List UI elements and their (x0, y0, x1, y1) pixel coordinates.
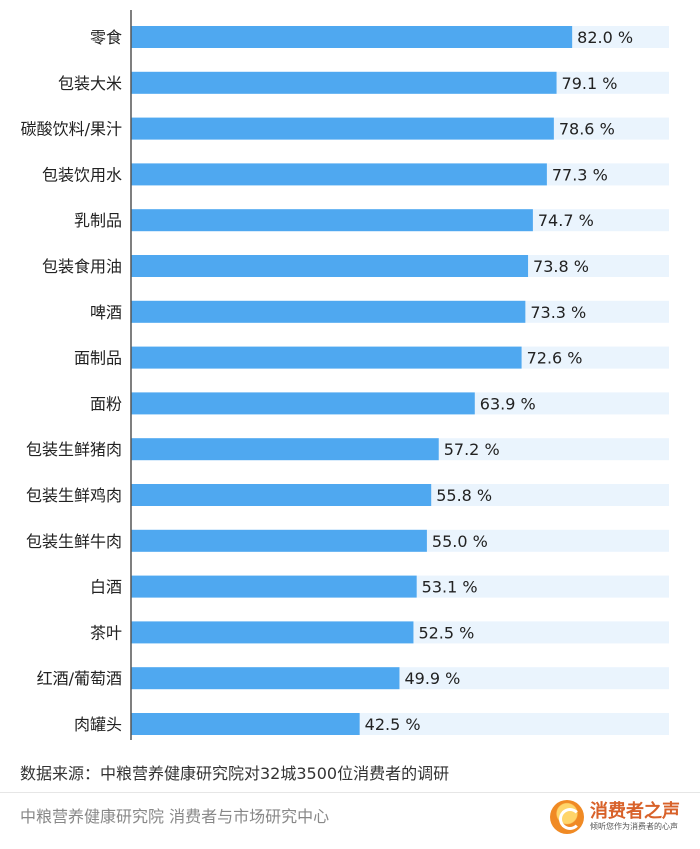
bar (131, 117, 554, 140)
value-label: 73.3 % (530, 303, 586, 322)
category-label: 包装生鲜牛肉 (26, 532, 122, 551)
bar (131, 575, 417, 598)
brand-name: 消费者之声 (590, 801, 680, 822)
category-label: 面粉 (90, 394, 122, 413)
value-label: 79.1 % (562, 74, 618, 93)
value-label: 72.6 % (527, 349, 583, 368)
category-label: 白酒 (90, 578, 122, 597)
value-label: 74.7 % (538, 211, 594, 230)
bar (131, 71, 557, 94)
value-label: 78.6 % (559, 120, 615, 139)
source-note: 数据来源：中粮营养健康研究院对32城3500位消费者的调研 (20, 764, 450, 783)
category-label: 啤酒 (90, 303, 122, 322)
bar (131, 438, 439, 461)
category-label: 包装生鲜猪肉 (26, 440, 122, 459)
category-label: 包装饮用水 (42, 165, 122, 184)
bar (131, 346, 522, 369)
category-label: 乳制品 (74, 211, 122, 230)
category-label: 茶叶 (90, 623, 122, 642)
category-label: 包装生鲜鸡肉 (26, 486, 122, 505)
footer-divider (0, 792, 700, 793)
category-label: 包装食用油 (42, 257, 122, 276)
value-label: 49.9 % (404, 669, 460, 688)
value-label: 73.8 % (533, 257, 589, 276)
value-label: 77.3 % (552, 165, 608, 184)
category-label: 碳酸饮料/果汁 (21, 120, 122, 139)
bar (131, 621, 414, 644)
value-label: 57.2 % (444, 440, 500, 459)
bar (131, 529, 427, 552)
category-label: 包装大米 (58, 74, 122, 93)
category-label: 红酒/葡萄酒 (37, 669, 122, 688)
value-label: 42.5 % (365, 715, 421, 734)
brand-block: 消费者之声 倾听您作为消费者的心声 (550, 800, 680, 834)
category-label: 面制品 (74, 349, 122, 368)
value-label: 53.1 % (422, 578, 478, 597)
brand-logo-icon (550, 800, 584, 834)
category-label: 零食 (90, 28, 122, 47)
bar (131, 713, 360, 735)
value-label: 63.9 % (480, 394, 536, 413)
category-label: 肉罐头 (74, 715, 122, 734)
bar (131, 209, 533, 232)
value-label: 55.8 % (436, 486, 492, 505)
bar-chart: 零食 82.0 % 包装大米 79.1 % 碳酸饮料/果汁 78.6 % 包装饮用水 77.3… (21, 10, 669, 740)
bar (131, 163, 547, 186)
bar (131, 26, 573, 48)
value-label: 82.0 % (577, 28, 633, 47)
value-label: 52.5 % (418, 623, 474, 642)
value-label: 55.0 % (432, 532, 488, 551)
bar (131, 484, 432, 506)
bar (131, 667, 400, 690)
bar (131, 392, 475, 415)
bar (131, 255, 529, 277)
footer-institutions: 中粮营养健康研究院 消费者与市场研究中心 (20, 807, 330, 826)
brand-tagline: 倾听您作为消费者的心声 (590, 822, 678, 831)
bar (131, 300, 526, 323)
